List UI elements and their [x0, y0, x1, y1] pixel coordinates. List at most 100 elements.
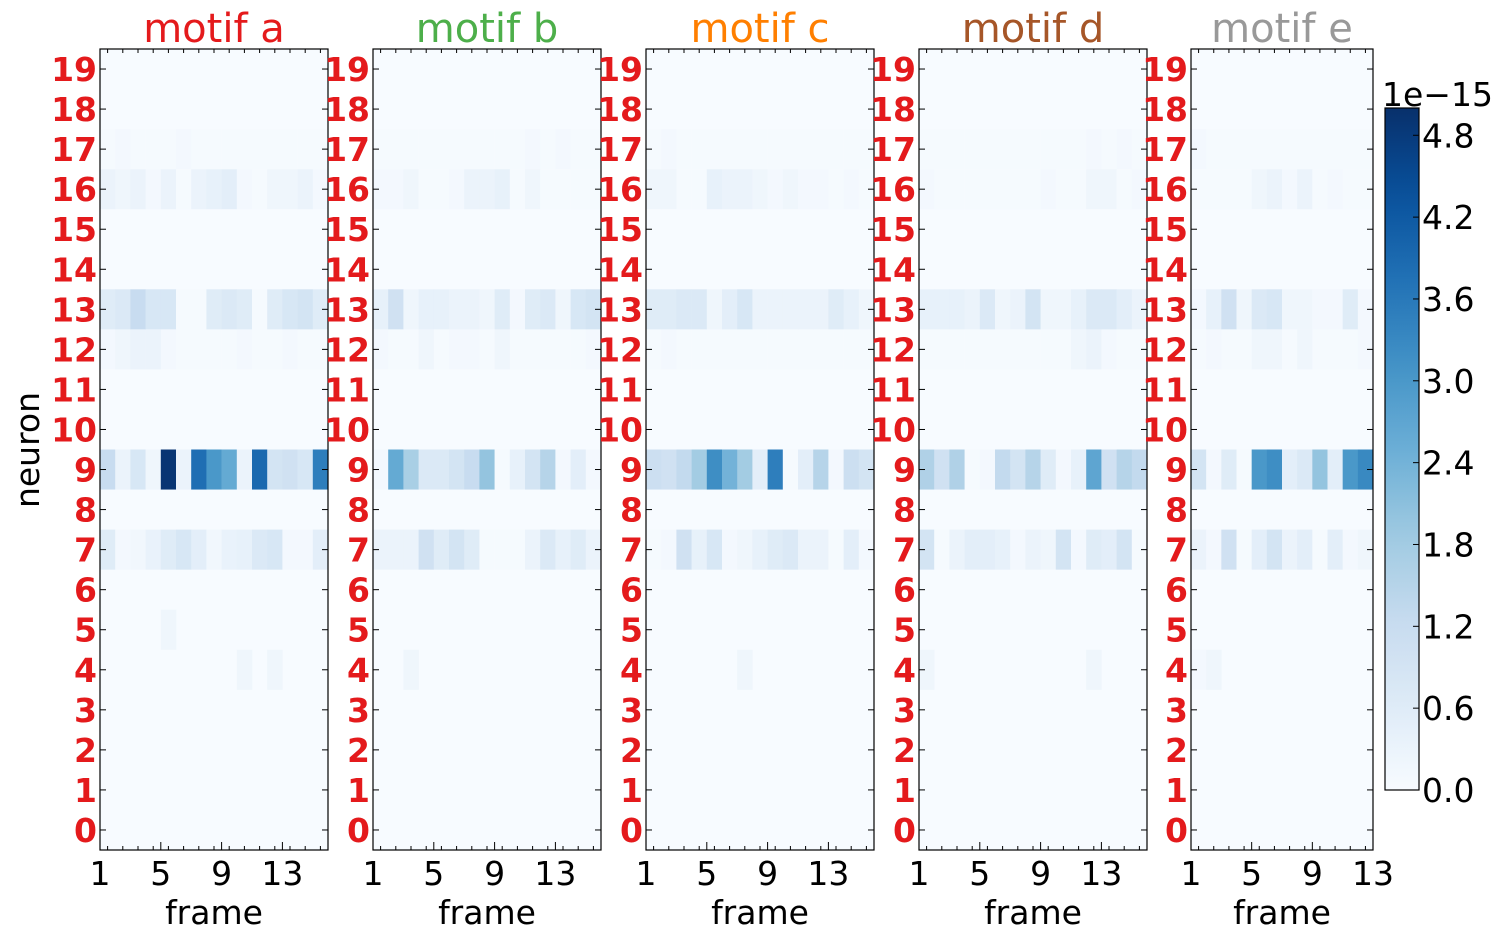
y-tick-label: 11 [597, 370, 643, 409]
panel-title: motif a [143, 6, 285, 52]
y-tick-label: 7 [74, 531, 97, 570]
heatmap-cell [767, 329, 784, 370]
heatmap-cell [221, 529, 238, 570]
heatmap-cell [1040, 169, 1057, 210]
heatmap-cell [858, 449, 875, 490]
heatmap-cell [1101, 329, 1117, 370]
heatmap-cell [267, 449, 283, 490]
heatmap-cell [540, 329, 556, 370]
heatmap-cell [919, 529, 935, 570]
heatmap-cell [191, 529, 207, 570]
heatmap-cell [418, 529, 435, 570]
y-tick-label: 17 [870, 130, 916, 169]
y-tick-label: 7 [1165, 531, 1188, 570]
heatmap-cell [388, 289, 404, 330]
y-tick-label: 15 [51, 210, 97, 249]
y-axis-label: neuron [8, 392, 47, 508]
heatmap-cell [1025, 169, 1041, 210]
heatmap-cell [312, 329, 329, 370]
heatmap-cell [1251, 529, 1268, 570]
heatmap-cell [1040, 129, 1057, 170]
heatmap-cell [297, 449, 314, 490]
x-tick-label: 1 [909, 854, 930, 893]
x-axis-label: frame [711, 893, 809, 932]
heatmap-cell [418, 129, 435, 170]
y-tick-label: 18 [870, 90, 916, 129]
heatmap-cell [1251, 169, 1268, 210]
y-tick-label: 5 [347, 611, 370, 650]
heatmap-cell [979, 169, 996, 210]
heatmap-cell [115, 169, 131, 210]
x-tick-label: 1 [636, 854, 657, 893]
heatmap-cell [236, 169, 253, 210]
heatmap-cell [995, 289, 1011, 330]
heatmap-cell [737, 129, 753, 170]
heatmap-cell [646, 449, 662, 490]
x-tick-label: 5 [1241, 854, 1262, 893]
heatmap-cell [494, 289, 511, 330]
heatmap-cell [1025, 289, 1041, 330]
heatmap-cell [646, 329, 662, 370]
heatmap-cell [312, 169, 329, 210]
y-tick-label: 2 [1165, 731, 1188, 770]
y-tick-label: 9 [74, 451, 97, 490]
y-tick-label: 4 [620, 651, 643, 690]
y-tick-label: 13 [870, 290, 916, 329]
heatmap-cell [585, 529, 602, 570]
heatmap-cell [1071, 129, 1087, 170]
heatmap-cell [100, 449, 116, 490]
heatmap-cell [297, 169, 314, 210]
heatmap-cell [691, 289, 708, 330]
heatmap-cell [949, 129, 965, 170]
y-tick-label: 6 [620, 571, 643, 610]
heatmap-cell [176, 329, 192, 370]
heatmap-cell [919, 169, 935, 210]
heatmap-cell [130, 169, 146, 210]
heatmap-cell [585, 449, 602, 490]
heatmap-cell [782, 329, 799, 370]
y-tick-label: 0 [74, 811, 97, 850]
heatmap-cell [1342, 529, 1359, 570]
y-tick-label: 10 [870, 410, 916, 449]
heatmap-cell [782, 289, 799, 330]
y-tick-label: 2 [620, 731, 643, 770]
heatmap-cell [525, 129, 541, 170]
axes-frame [1190, 48, 1374, 851]
heatmap-cell [1266, 449, 1283, 490]
heatmap-cell [570, 169, 587, 210]
heatmap-cell [949, 529, 965, 570]
y-tick-label: 11 [51, 370, 97, 409]
heatmap-cell [1251, 449, 1268, 490]
heatmap-cell [858, 529, 875, 570]
y-tick-label: 15 [324, 210, 370, 249]
y-tick-label: 16 [1142, 170, 1188, 209]
heatmap-cell [555, 289, 571, 330]
heatmap-cell [1055, 169, 1072, 210]
heatmap-cell [221, 329, 238, 370]
heatmap-cell [979, 449, 996, 490]
heatmap-cell [1025, 529, 1041, 570]
heatmap-cell [206, 329, 222, 370]
heatmap-cell [1206, 169, 1222, 210]
heatmap-cell [828, 529, 844, 570]
heatmap-cell [267, 329, 283, 370]
heatmap-cell [813, 529, 829, 570]
y-tick-label: 8 [893, 491, 916, 530]
y-tick-label: 3 [74, 691, 97, 730]
heatmap-cell [130, 129, 146, 170]
heatmap-cell [1131, 289, 1148, 330]
heatmap-cell [464, 449, 480, 490]
heatmap-cell [798, 529, 814, 570]
heatmap-cell [479, 289, 495, 330]
heatmap-cell [236, 649, 253, 690]
heatmap-cell [1251, 329, 1268, 370]
heatmap-cell [433, 529, 450, 570]
heatmap-cell [828, 329, 844, 370]
heatmap-cell [115, 529, 131, 570]
heatmap-cell [555, 449, 571, 490]
heatmap-cell [1221, 329, 1237, 370]
x-axis-label: frame [438, 893, 536, 932]
heatmap-cell [843, 329, 860, 370]
